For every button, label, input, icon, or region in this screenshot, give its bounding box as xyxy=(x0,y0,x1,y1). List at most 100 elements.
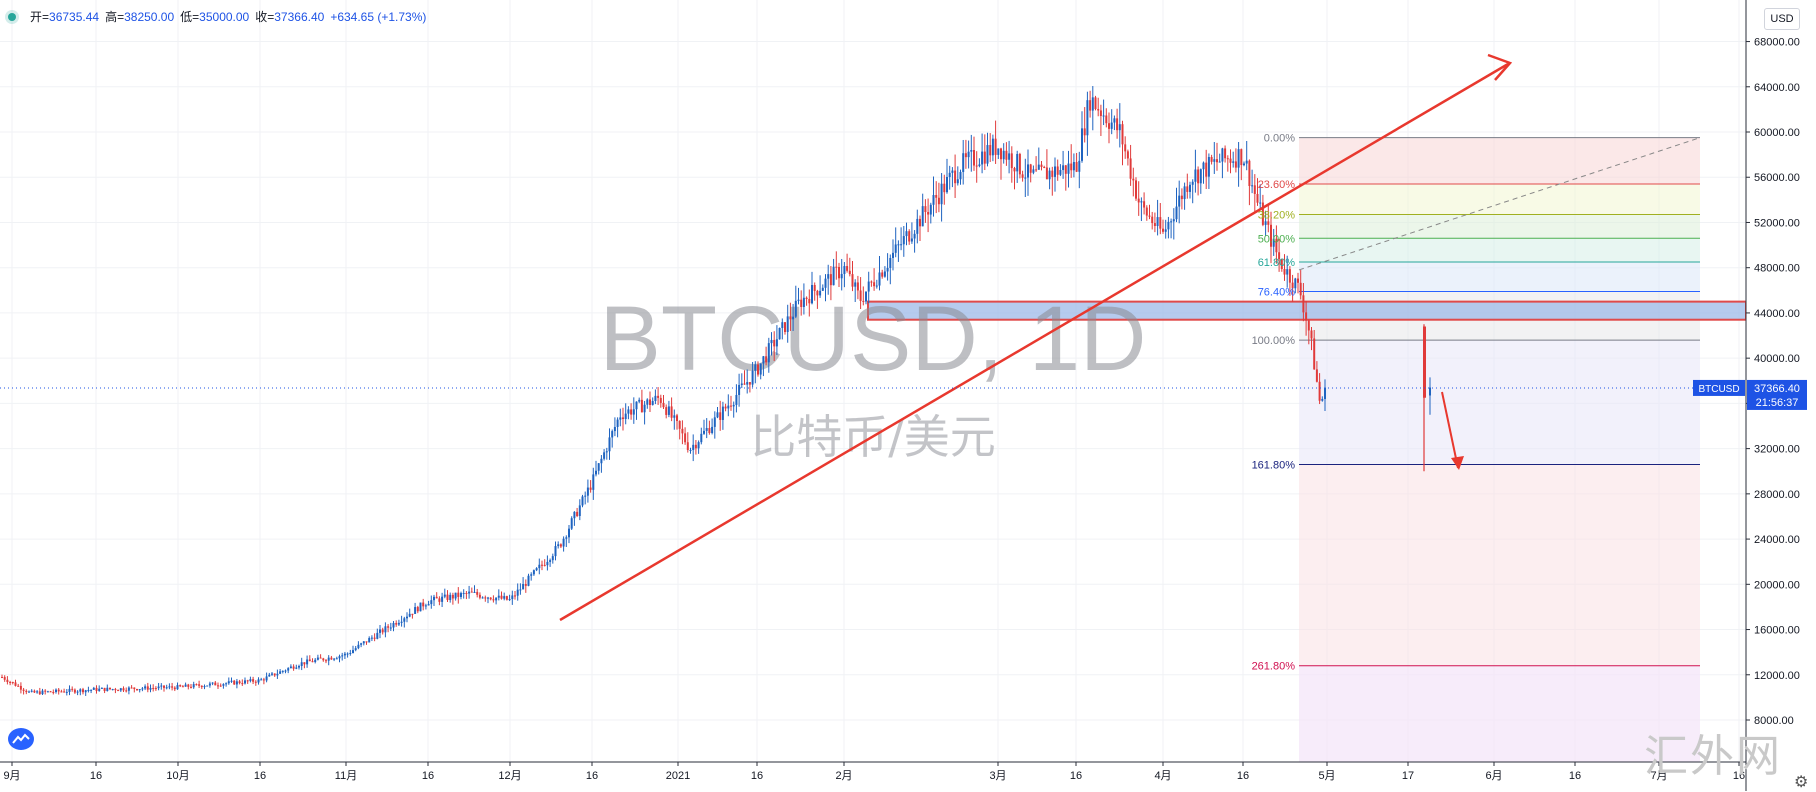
candle-body xyxy=(973,150,975,166)
candle-body xyxy=(748,382,751,385)
candle-body xyxy=(119,688,122,691)
candle-body xyxy=(665,407,668,415)
candle-body xyxy=(576,511,579,517)
time-tick-label: 16 xyxy=(586,770,598,782)
candle-body xyxy=(1315,369,1318,382)
candle-body xyxy=(1040,164,1043,167)
candle-body xyxy=(1213,159,1216,162)
candle-body xyxy=(600,458,603,464)
candle-body xyxy=(724,406,727,409)
candle-body xyxy=(1278,252,1281,260)
candle-body xyxy=(3,677,6,680)
candle-body xyxy=(765,356,768,363)
price-tick-label: 52000.00 xyxy=(1754,217,1800,229)
candle-body xyxy=(1013,168,1016,172)
candle-body xyxy=(662,402,665,408)
candle-body xyxy=(1291,282,1294,289)
candle-body xyxy=(816,290,819,296)
price-tick-label: 8000.00 xyxy=(1754,715,1794,727)
candle-body xyxy=(538,564,541,569)
time-tick-label: 16 xyxy=(1733,770,1745,782)
candle-body xyxy=(1207,157,1210,177)
candle-body xyxy=(913,233,916,239)
candle-body xyxy=(900,244,903,246)
candle-body xyxy=(657,395,660,398)
candle-body xyxy=(1197,169,1200,184)
candle-body xyxy=(279,671,282,674)
candle-body xyxy=(406,616,408,619)
candle-body xyxy=(711,426,714,434)
candle-body xyxy=(17,685,20,687)
candle-body xyxy=(465,593,468,595)
candle-body xyxy=(241,683,244,685)
time-tick-label: 16 xyxy=(1237,770,1249,782)
candle-body xyxy=(478,594,481,598)
time-axis: 9月 16 10月 16 11月 16 12月 16 2021 16 2月 3月 16 4月 16 5月 17 6… xyxy=(0,761,1746,782)
candle-body xyxy=(36,691,39,693)
candle-body xyxy=(319,657,322,659)
candle-body xyxy=(1091,97,1094,111)
time-tick-label: 16 xyxy=(751,770,763,782)
candle-body xyxy=(1267,221,1270,225)
tradingview-logo-icon[interactable] xyxy=(8,728,34,750)
candle-body xyxy=(1094,97,1097,110)
candle-body xyxy=(875,285,878,287)
candle-body xyxy=(1253,185,1256,194)
candle-body xyxy=(46,691,49,693)
fib-level-label: 61.80% xyxy=(1258,257,1296,269)
candle-body xyxy=(325,660,327,662)
candle-body xyxy=(306,659,309,665)
candle-body xyxy=(1224,148,1227,159)
candle-body xyxy=(649,399,651,405)
candle-body xyxy=(778,327,781,340)
candle-body xyxy=(708,428,711,434)
settings-gear-icon[interactable]: ⚙ xyxy=(1794,774,1809,791)
candle-body xyxy=(889,257,892,268)
candle-body xyxy=(994,138,997,155)
candle-body xyxy=(916,218,919,234)
candle-body xyxy=(343,653,346,656)
candle-body xyxy=(284,670,287,672)
time-tick-label: 9月 xyxy=(3,770,20,782)
candle-body xyxy=(1248,160,1251,186)
candle-body xyxy=(165,687,168,689)
candle-body xyxy=(924,206,927,213)
candle-body xyxy=(403,618,406,622)
candle-body xyxy=(794,300,797,317)
candle-body xyxy=(316,657,319,660)
candle-body xyxy=(338,656,341,659)
candle-body xyxy=(114,689,117,691)
candle-body xyxy=(1313,338,1316,370)
candle-body xyxy=(190,686,192,688)
price-tick-label: 64000.00 xyxy=(1754,82,1800,94)
candle-body xyxy=(962,153,965,172)
candle-body xyxy=(365,641,368,643)
candle-body xyxy=(908,231,911,242)
candle-body xyxy=(989,145,992,156)
fib-level-label: 261.80% xyxy=(1252,661,1296,673)
time-tick-label: 7月 xyxy=(1650,770,1667,782)
candle-body xyxy=(632,409,635,415)
time-tick-label: 16 xyxy=(1070,770,1082,782)
candle-body xyxy=(792,316,795,320)
candle-body xyxy=(227,681,230,684)
candle-body xyxy=(206,685,209,687)
candle-body xyxy=(335,658,338,660)
fib-level-label: 23.60% xyxy=(1258,179,1296,191)
candle-body xyxy=(813,285,816,291)
candle-body xyxy=(497,595,500,598)
currency-button[interactable]: USD xyxy=(1764,8,1800,30)
candle-body xyxy=(829,274,832,286)
candle-body xyxy=(557,544,560,547)
candle-body xyxy=(921,206,924,227)
candle-body xyxy=(244,680,246,684)
open-value: 36735.44 xyxy=(49,9,100,24)
candle-body xyxy=(597,463,600,471)
candle-body xyxy=(983,151,986,164)
time-tick-label: 11月 xyxy=(335,770,357,782)
candle-body xyxy=(44,690,47,692)
candle-body xyxy=(1218,161,1221,163)
price-tick-label: 40000.00 xyxy=(1754,353,1800,365)
candle-body xyxy=(910,238,913,242)
